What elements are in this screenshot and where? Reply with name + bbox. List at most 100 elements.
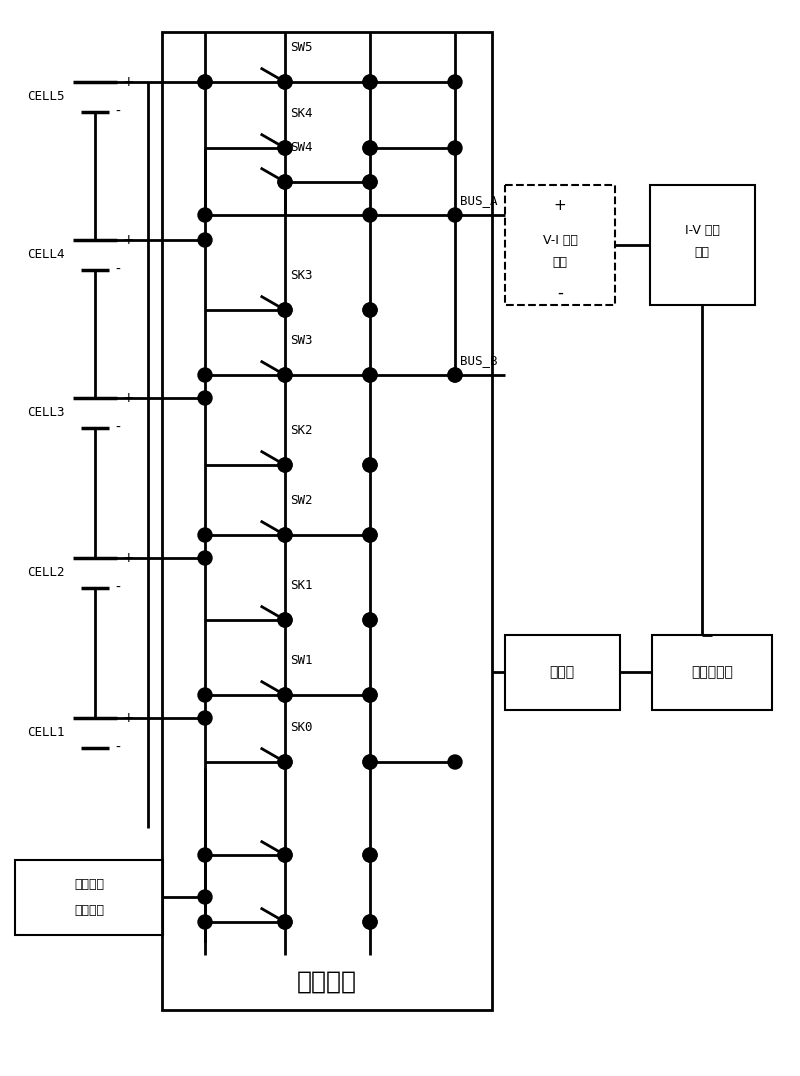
Circle shape (278, 528, 292, 542)
Circle shape (363, 915, 377, 929)
Circle shape (278, 613, 292, 627)
Bar (652, 635, 772, 710)
Circle shape (278, 688, 292, 702)
Circle shape (278, 458, 292, 472)
Text: +: + (554, 198, 566, 212)
Circle shape (363, 613, 377, 627)
Circle shape (278, 303, 292, 317)
Circle shape (278, 915, 292, 929)
Text: CELL5: CELL5 (27, 90, 65, 103)
Circle shape (198, 528, 212, 542)
Circle shape (278, 175, 292, 189)
Circle shape (363, 755, 377, 769)
Circle shape (363, 848, 377, 862)
Circle shape (363, 141, 377, 155)
Bar (162, 32, 492, 1010)
Bar (505, 185, 615, 305)
Circle shape (448, 368, 462, 382)
Text: V-I 转换: V-I 转换 (542, 233, 578, 246)
Circle shape (448, 368, 462, 382)
Circle shape (363, 688, 377, 702)
Circle shape (198, 711, 212, 725)
Text: 开关模块: 开关模块 (297, 969, 357, 994)
Circle shape (198, 890, 212, 904)
Text: 模块: 模块 (694, 246, 710, 259)
Text: CELL4: CELL4 (27, 249, 65, 261)
Text: -: - (115, 741, 120, 755)
Circle shape (363, 75, 377, 89)
Text: CELL3: CELL3 (27, 407, 65, 420)
Text: -: - (115, 263, 120, 277)
Text: SK1: SK1 (290, 579, 313, 592)
Text: SK2: SK2 (290, 424, 313, 437)
Circle shape (198, 551, 212, 565)
Circle shape (363, 141, 377, 155)
Circle shape (198, 848, 212, 862)
Text: -: - (115, 421, 120, 435)
Circle shape (198, 915, 212, 929)
Text: 模块: 模块 (553, 256, 567, 269)
Circle shape (363, 528, 377, 542)
Circle shape (363, 528, 377, 542)
Text: +: + (123, 391, 134, 405)
Text: 参考装置: 参考装置 (74, 904, 104, 917)
Circle shape (363, 848, 377, 862)
Circle shape (363, 688, 377, 702)
Circle shape (448, 141, 462, 155)
Circle shape (198, 368, 212, 382)
Text: BUS_B: BUS_B (460, 354, 498, 367)
Circle shape (363, 915, 377, 929)
Text: -: - (557, 284, 563, 302)
Text: +: + (123, 551, 134, 565)
Circle shape (363, 208, 377, 222)
Circle shape (363, 303, 377, 317)
Circle shape (198, 688, 212, 702)
Bar (650, 185, 755, 305)
Bar (15, 860, 163, 935)
Circle shape (278, 175, 292, 189)
Circle shape (363, 613, 377, 627)
Text: 精密电压: 精密电压 (74, 878, 104, 892)
Text: SW1: SW1 (290, 654, 313, 667)
Text: I-V 转换: I-V 转换 (685, 224, 719, 237)
Circle shape (278, 915, 292, 929)
Circle shape (278, 75, 292, 89)
Circle shape (198, 75, 212, 89)
Circle shape (363, 458, 377, 472)
Text: SW4: SW4 (290, 141, 313, 154)
Text: +: + (123, 233, 134, 247)
Text: 控制器: 控制器 (550, 665, 574, 679)
Circle shape (198, 391, 212, 405)
Text: SW5: SW5 (290, 41, 313, 54)
Circle shape (363, 175, 377, 189)
Circle shape (198, 208, 212, 222)
Circle shape (448, 755, 462, 769)
Circle shape (363, 755, 377, 769)
Text: SK4: SK4 (290, 107, 313, 121)
Circle shape (278, 848, 292, 862)
Circle shape (363, 75, 377, 89)
Circle shape (363, 458, 377, 472)
Bar (505, 635, 620, 710)
Circle shape (278, 848, 292, 862)
Circle shape (278, 141, 292, 155)
Text: +: + (123, 711, 134, 725)
Circle shape (278, 688, 292, 702)
Text: -: - (115, 105, 120, 119)
Circle shape (278, 613, 292, 627)
Text: BUS_A: BUS_A (460, 194, 498, 207)
Circle shape (363, 175, 377, 189)
Circle shape (198, 233, 212, 247)
Circle shape (278, 368, 292, 382)
Circle shape (278, 303, 292, 317)
Circle shape (448, 75, 462, 89)
Circle shape (278, 141, 292, 155)
Text: +: + (123, 75, 134, 89)
Text: 模数转换器: 模数转换器 (691, 665, 733, 679)
Circle shape (278, 75, 292, 89)
Text: CELL1: CELL1 (27, 726, 65, 739)
Circle shape (363, 303, 377, 317)
Text: -: - (115, 581, 120, 595)
Circle shape (448, 208, 462, 222)
Text: SK3: SK3 (290, 269, 313, 282)
